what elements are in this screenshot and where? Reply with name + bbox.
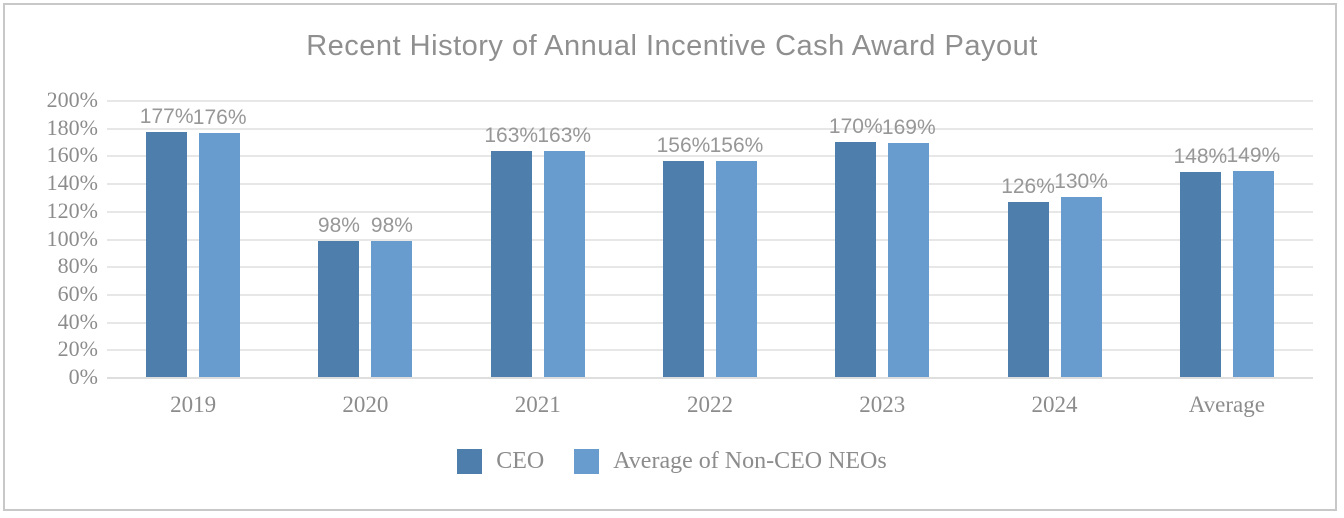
bar-ceo-2019 [146,132,188,377]
bar-ceo-2020 [318,241,360,377]
y-axis-tick-label: 20% [57,336,98,362]
y-axis-tick-label: 160% [46,142,98,168]
y-axis-tick-label: 180% [46,114,98,140]
gridline-80 [107,266,1313,269]
bar-non-ceo-average [1232,171,1274,377]
gridline-100 [107,238,1313,241]
bar-group-2019: 177% 176% [107,100,279,377]
bar-group-average: 148% 149% [1141,100,1313,377]
plot-area: 177% 176% 98% 98% 163% 163% 156% 156% 170% 169% 12… [107,100,1313,379]
bar-data-label: 156% [656,134,711,157]
bar-data-label: 170% [828,115,883,138]
gridline-60 [107,293,1313,296]
y-axis: 0% 20% 40% 60% 80% 100% 120% 140% 160% 180% 200% [0,87,98,389]
x-axis-label-2019: 2019 [170,392,217,417]
x-axis-label-average: Average [1188,392,1265,417]
y-axis-tick-label: 100% [46,225,98,251]
gridline-120 [107,210,1313,213]
legend-item-ceo: CEO [457,448,544,475]
bar-ceo-average [1179,172,1221,377]
bar-data-label: 169% [881,116,936,139]
bar-column: 177% [139,100,194,377]
bar-data-label: 148% [1173,145,1228,168]
bar-data-label: 130% [1054,170,1108,193]
bar-group-2020: 98% 98% [279,100,451,377]
bar-column: 156% [709,100,764,377]
x-axis-label-2023: 2023 [859,392,906,417]
y-axis-tick-label: 60% [57,280,98,306]
bar-column: 148% [1173,100,1228,377]
bar-ceo-2024 [1007,202,1049,377]
bar-non-ceo-2023 [888,143,930,377]
chart-title: Recent History of Annual Incentive Cash … [306,30,1038,62]
bar-group-2021: 163% 163% [452,100,624,377]
bar-data-label: 98% [370,214,413,237]
bar-data-label: 126% [1001,175,1055,198]
bar-group-2023: 170% 169% [796,100,968,377]
x-axis: 2019 2020 2021 2022 2023 2024 Average [107,392,1313,418]
x-axis-label-2021: 2021 [514,392,561,417]
bar-non-ceo-2024 [1060,197,1102,377]
bar-column: 98% [317,100,360,377]
legend-item-non-ceo-neos: Average of Non-CEO NEOs [574,448,887,475]
bar-data-label: 163% [537,124,592,147]
x-axis-label-2020: 2020 [342,392,389,417]
bar-non-ceo-2020 [371,241,413,377]
bar-group-2022: 156% 156% [624,100,796,377]
bar-column: 126% [1001,100,1055,377]
bar-non-ceo-2022 [715,161,757,377]
bar-data-label: 156% [709,134,764,157]
gridline-0 [107,377,1313,379]
x-axis-label-2022: 2022 [686,392,733,417]
bar-data-label: 149% [1226,144,1281,167]
bar-column: 163% [484,100,539,377]
gridline-140 [107,183,1313,186]
bar-ceo-2022 [662,161,704,377]
bar-non-ceo-2019 [199,133,241,377]
gridline-160 [107,155,1313,158]
bar-data-label: 176% [192,106,247,129]
legend-swatch-ceo [457,449,483,474]
bar-data-label: 177% [139,105,194,128]
bar-column: 149% [1226,100,1281,377]
bar-column: 163% [537,100,592,377]
y-axis-tick-label: 40% [57,308,98,334]
bar-groups: 177% 176% 98% 98% 163% 163% 156% 156% 170% 169% 12… [107,100,1313,377]
gridline-180 [107,127,1313,130]
gridline-20 [107,349,1313,352]
legend-label: CEO [496,448,545,474]
legend-swatch-non-ceo-neos [574,449,600,474]
bar-ceo-2021 [490,151,532,377]
bar-column: 156% [656,100,711,377]
bar-column: 98% [370,100,413,377]
bar-column: 169% [881,100,936,377]
y-axis-tick-label: 140% [46,170,98,196]
legend: CEO Average of Non-CEO NEOs [0,448,1344,475]
bar-column: 130% [1054,100,1108,377]
x-axis-label-2024: 2024 [1031,392,1078,417]
bar-data-label: 163% [484,124,539,147]
bar-data-label: 98% [317,214,360,237]
bar-ceo-2023 [835,142,877,377]
bar-column: 170% [828,100,883,377]
legend-label: Average of Non-CEO NEOs [613,448,887,474]
gridline-40 [107,321,1313,324]
bar-group-2024: 126% 130% [968,100,1140,377]
y-axis-tick-label: 0% [68,364,98,389]
gridline-200 [107,100,1313,102]
y-axis-tick-label: 120% [46,197,98,223]
y-axis-tick-label: 80% [57,253,98,279]
bar-column: 176% [192,100,247,377]
y-axis-tick-label: 200% [46,87,98,112]
bar-non-ceo-2021 [543,151,585,377]
